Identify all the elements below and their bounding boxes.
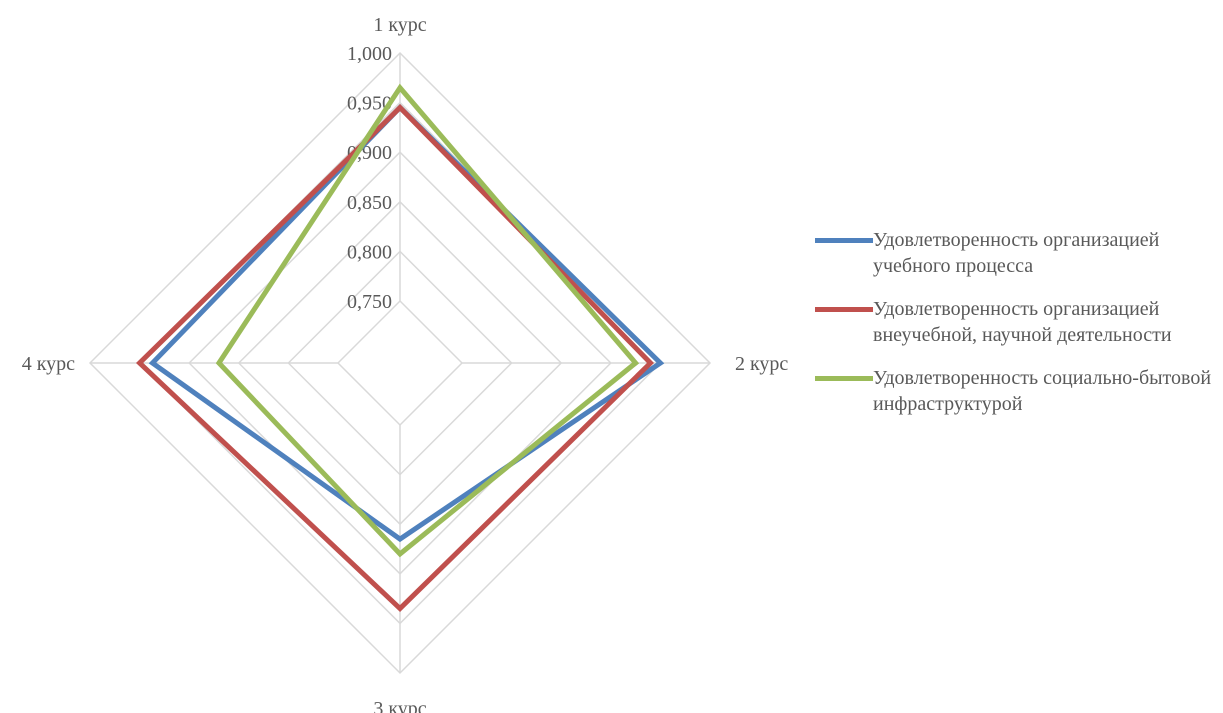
legend-swatch [815, 307, 873, 312]
legend-item: Удовлетворенность социально-бытовой инфр… [815, 365, 1215, 417]
legend-item: Удовлетворенность организацией учебного … [815, 227, 1215, 279]
legend-label: Удовлетворенность организацией внеучебно… [873, 298, 1172, 346]
series-group [135, 83, 665, 612]
legend-swatch [815, 376, 873, 381]
category-label: 4 курс [22, 353, 75, 375]
category-label: 1 курс [373, 14, 426, 36]
axis-tick-label: 0,950 [347, 93, 392, 115]
series-line [215, 83, 640, 558]
grid-group [88, 51, 712, 675]
series-line [135, 104, 655, 612]
category-label: 3 курс [373, 698, 426, 713]
legend-label: Удовлетворенность социально-бытовой инфр… [873, 367, 1212, 415]
axis-tick-label: 0,800 [347, 241, 392, 263]
series-line [148, 104, 665, 543]
axis-tick-label: 0,850 [347, 192, 392, 214]
legend-swatch [815, 238, 873, 243]
chart-legend: Удовлетворенность организацией учебного … [815, 227, 1215, 434]
axis-tick-label: 1,000 [347, 43, 392, 65]
legend-item: Удовлетворенность организацией внеучебно… [815, 296, 1215, 348]
legend-label: Удовлетворенность организацией учебного … [873, 229, 1160, 277]
axis-tick-label: 0,750 [347, 291, 392, 313]
category-label: 2 курс [735, 353, 788, 375]
category-labels-group: 1 курс 2 курс 3 курс 4 курс [22, 14, 789, 713]
grid-ring [336, 299, 464, 427]
